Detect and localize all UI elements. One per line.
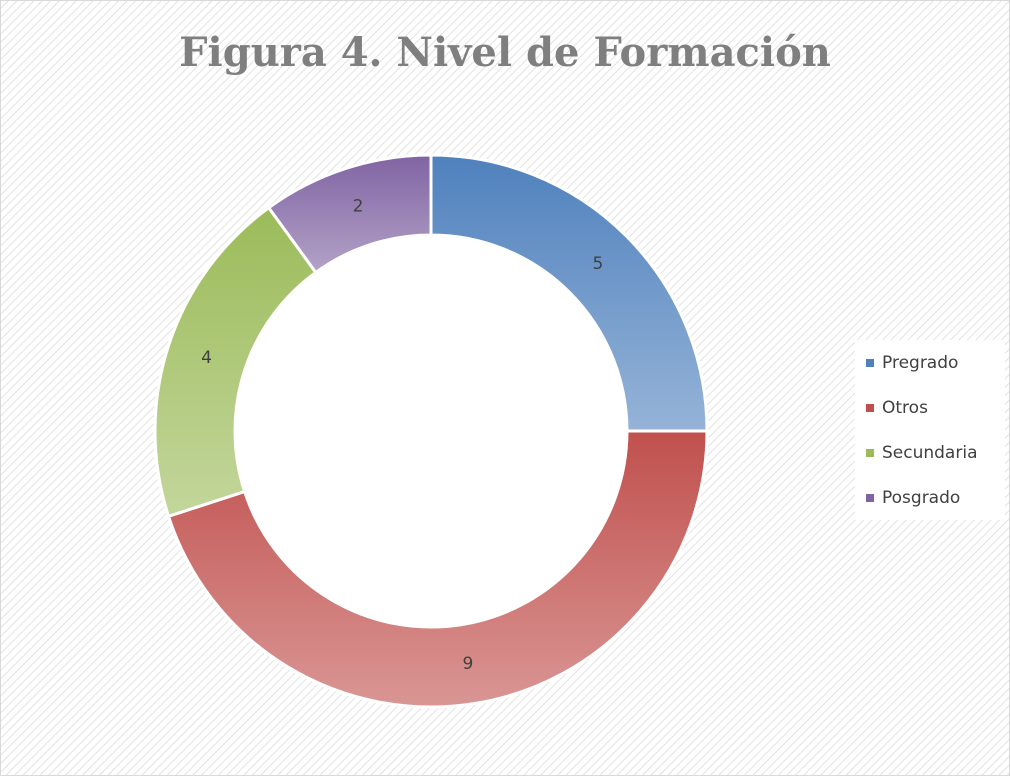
legend-label: Otros — [882, 398, 928, 418]
chart-title: Figura 4. Nivel de Formación — [179, 29, 831, 76]
data-label: 5 — [592, 254, 603, 274]
legend-swatch — [866, 404, 874, 412]
slice — [266, 153, 433, 275]
donut-hole — [235, 235, 627, 627]
slice — [166, 429, 709, 709]
data-label: 4 — [201, 348, 212, 368]
legend-label: Pregrado — [882, 353, 958, 373]
slice — [429, 153, 709, 433]
data-label: 9 — [463, 654, 474, 674]
data-label: 2 — [353, 197, 364, 217]
legend-label: Secundaria — [882, 443, 977, 463]
legend-label: Posgrado — [882, 488, 960, 508]
legend-swatch — [866, 494, 874, 502]
legend-swatch — [866, 359, 874, 367]
legend-background — [855, 340, 1005, 520]
legend-swatch — [866, 449, 874, 457]
